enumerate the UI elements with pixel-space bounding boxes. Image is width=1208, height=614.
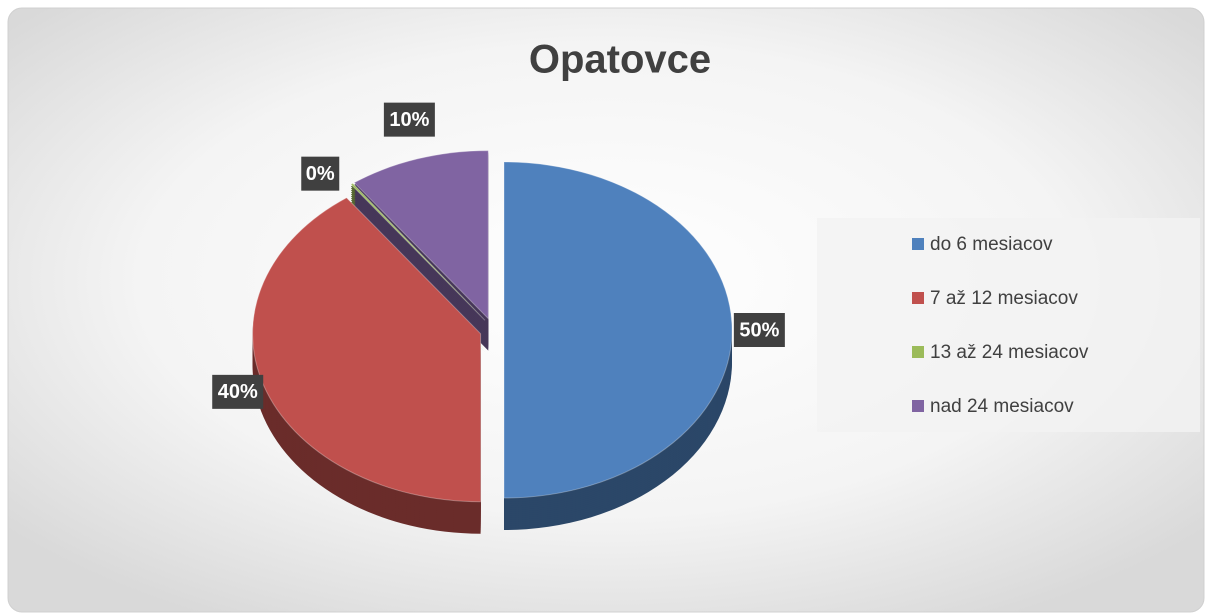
slice xyxy=(350,182,486,321)
legend-swatch xyxy=(912,292,924,304)
data-label: 0% xyxy=(306,163,335,185)
slice xyxy=(252,197,482,503)
legend-swatch xyxy=(912,400,924,412)
data-label: 50% xyxy=(739,319,779,341)
legend-label: 7 až 12 mesiacov xyxy=(930,288,1078,309)
legend-swatch xyxy=(912,238,924,250)
data-label-box xyxy=(212,374,264,409)
data-label: 10% xyxy=(389,109,429,131)
slice xyxy=(353,150,489,320)
data-label-box xyxy=(301,156,340,191)
legend-label: do 6 mesiacov xyxy=(930,234,1053,255)
slice xyxy=(503,161,733,499)
data-label: 40% xyxy=(218,381,258,403)
legend-label: nad 24 mesiacov xyxy=(930,396,1074,417)
legend-swatch xyxy=(912,346,924,358)
data-label-box xyxy=(733,313,785,347)
legend xyxy=(817,218,1200,432)
legend-label: 13 až 24 mesiacov xyxy=(930,342,1089,363)
data-label-box xyxy=(383,102,435,137)
chart-title: Opatovce xyxy=(529,38,711,82)
